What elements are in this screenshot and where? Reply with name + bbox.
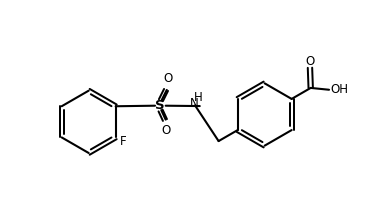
Text: O: O — [163, 72, 172, 85]
Text: N: N — [190, 97, 199, 110]
Text: H: H — [194, 91, 203, 104]
Text: O: O — [305, 55, 315, 68]
Text: O: O — [162, 124, 171, 137]
Text: S: S — [155, 99, 165, 112]
Text: OH: OH — [330, 83, 348, 96]
Text: F: F — [120, 135, 126, 148]
